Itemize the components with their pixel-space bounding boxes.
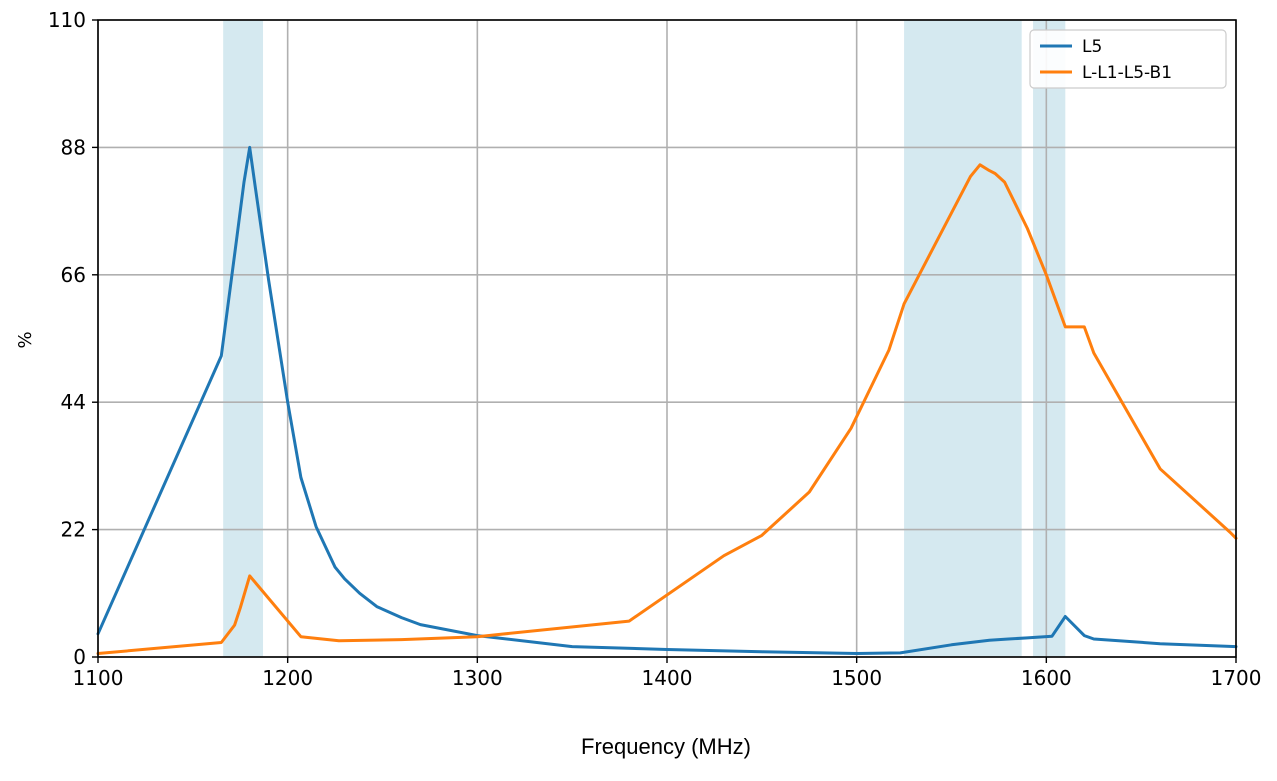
legend-box: [1029, 29, 1227, 89]
x-tick-label-5: 1600: [1021, 666, 1072, 690]
x-tick-label-2: 1300: [452, 666, 503, 690]
band-0: [223, 20, 264, 657]
series-line-1: [96, 163, 1238, 655]
y-tick-label-0: 0: [73, 645, 86, 669]
y-tick-label-3: 66: [61, 263, 86, 287]
x-axis-ticks: 1100 1200 1300 1400 1500 1600 1700: [73, 657, 1262, 690]
legend-label-0: L5: [1082, 37, 1102, 57]
y-axis-ticks: 0 22 44 66 88 110: [48, 8, 98, 669]
y-tick-label-5: 110: [48, 8, 86, 32]
data-series: [96, 145, 1238, 655]
x-axis-label: Frequency (MHz): [581, 734, 751, 759]
x-tick-label-0: 1100: [73, 666, 124, 690]
x-tick-label-6: 1700: [1211, 666, 1262, 690]
band-1: [904, 20, 1022, 657]
y-axis-label: %: [15, 331, 36, 348]
legend: L5 L-L1-L5-B1: [1029, 29, 1227, 89]
y-tick-label-4: 88: [61, 135, 86, 159]
band-2: [1033, 20, 1066, 657]
y-tick-label-2: 44: [61, 390, 86, 414]
x-tick-label-3: 1400: [642, 666, 693, 690]
x-tick-label-1: 1200: [262, 666, 313, 690]
x-tick-label-4: 1500: [831, 666, 882, 690]
y-tick-label-1: 22: [61, 518, 86, 542]
legend-label-1: L-L1-L5-B1: [1082, 63, 1172, 83]
frequency-bands: [223, 20, 1066, 657]
grid-lines: [97, 19, 1237, 658]
series-line-0: [96, 145, 1238, 655]
